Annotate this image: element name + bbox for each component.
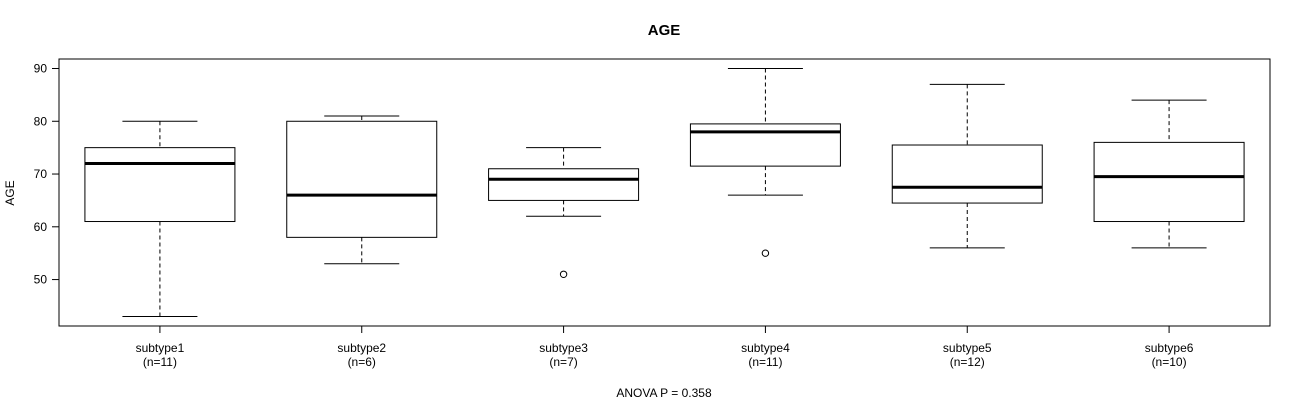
iqr-box xyxy=(286,120,438,238)
x-category-count: (n=11) xyxy=(748,355,782,369)
x-category-label: subtype4 xyxy=(741,341,790,355)
x-category-count: (n=6) xyxy=(348,355,376,369)
box-subtype2 xyxy=(286,115,438,265)
box-subtype6 xyxy=(1093,99,1245,249)
box-group-container xyxy=(84,67,1245,318)
x-category-label: subtype3 xyxy=(539,341,588,355)
x-category-label: subtype6 xyxy=(1145,341,1194,355)
x-axis-label: ANOVA P = 0.358 xyxy=(616,386,712,400)
outlier-point xyxy=(559,270,568,278)
plot-frame xyxy=(58,58,1271,327)
y-tick-label: 60 xyxy=(34,220,48,234)
y-tick-label: 70 xyxy=(34,167,48,181)
x-category-label: subtype2 xyxy=(337,341,386,355)
x-category-label: subtype5 xyxy=(943,341,992,355)
box-subtype4 xyxy=(689,67,841,257)
x-axis-category-labels: subtype1(n=11)subtype2(n=6)subtype3(n=7)… xyxy=(136,326,1194,369)
iqr-box xyxy=(84,147,236,223)
y-tick-label: 80 xyxy=(34,114,48,128)
y-axis: 50 60 70 80 90 xyxy=(34,61,60,287)
x-category-count: (n=12) xyxy=(950,355,985,369)
y-tick-label: 50 xyxy=(34,273,48,287)
x-category-count: (n=11) xyxy=(143,355,177,369)
x-category-count: (n=7) xyxy=(549,355,577,369)
iqr-box xyxy=(488,168,640,201)
iqr-box xyxy=(1093,141,1245,223)
box-subtype5 xyxy=(891,83,1043,249)
y-tick-label: 90 xyxy=(34,61,48,75)
box-subtype3 xyxy=(488,147,640,278)
box-subtype1 xyxy=(84,120,236,318)
x-category-label: subtype1 xyxy=(136,341,185,355)
iqr-box xyxy=(689,123,841,167)
outlier-point xyxy=(761,249,770,257)
iqr-box xyxy=(891,144,1043,204)
y-axis-label: AGE xyxy=(3,180,17,205)
x-category-count: (n=10) xyxy=(1152,355,1187,369)
chart-title: AGE xyxy=(648,22,681,39)
